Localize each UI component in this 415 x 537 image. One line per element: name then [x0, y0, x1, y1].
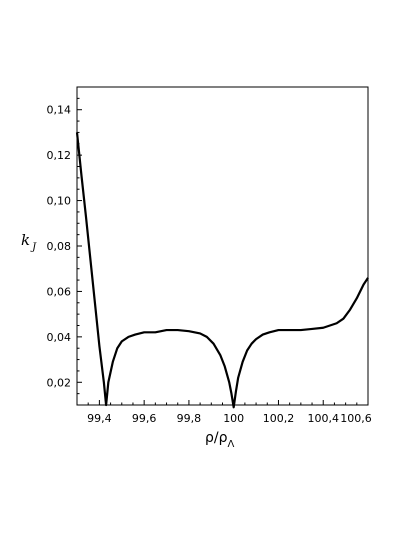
y-tick-label: 0,04 — [47, 331, 72, 344]
y-axis-label-sub: J — [30, 242, 37, 253]
data-series-line — [75, 132, 369, 409]
x-tick-label: 100,2 — [263, 412, 295, 425]
y-axis-label-main: k — [21, 231, 30, 249]
x-axis-label: ρ/ρΛ — [205, 430, 235, 450]
x-tick-label: 99,6 — [132, 412, 157, 425]
x-tick-label: 99,4 — [87, 412, 112, 425]
plot-frame — [76, 86, 369, 406]
axis-ticks — [77, 97, 369, 405]
x-axis-label-main: ρ/ρ — [205, 430, 228, 446]
y-tick-label: 0,06 — [47, 285, 72, 298]
y-tick-label: 0,12 — [47, 149, 72, 162]
x-tick-label: 99,8 — [177, 412, 202, 425]
x-tick-label: 100,6 — [340, 412, 372, 425]
y-tick-label: 0,14 — [47, 104, 72, 117]
x-tick-label: 100,4 — [307, 412, 339, 425]
y-tick-label: 0,08 — [47, 240, 72, 253]
y-tick-label: 0,10 — [47, 195, 72, 208]
x-tick-label: 100 — [223, 412, 244, 425]
x-axis-label-sub: Λ — [228, 439, 235, 450]
axis-tick-labels: 99,4 99,6 99,8 100 100,2 100,4 100,6 0,02 0,04 0,… — [47, 104, 372, 425]
y-tick-label: 0,02 — [47, 376, 72, 389]
